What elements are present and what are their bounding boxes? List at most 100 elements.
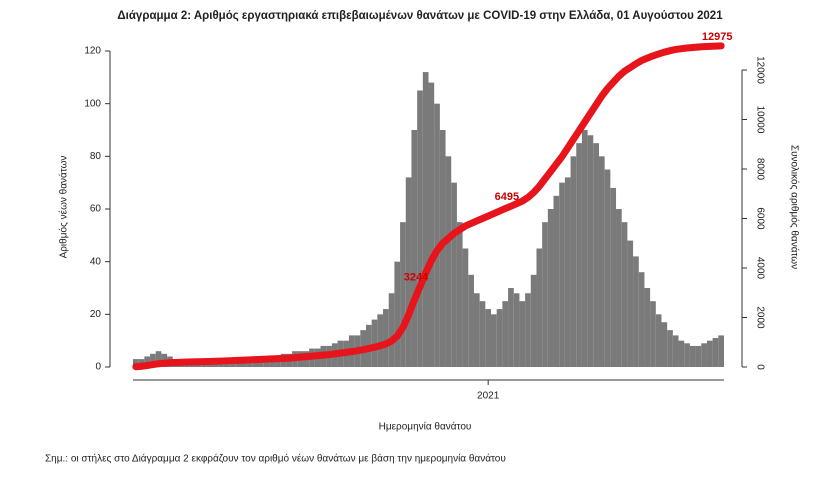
value-label: 12975 <box>702 31 733 43</box>
bar <box>206 364 213 367</box>
y2-tick-label: 4000 <box>754 257 765 280</box>
bar <box>598 156 605 367</box>
y-tick-label: 120 <box>84 46 101 57</box>
bar <box>496 309 503 367</box>
bar <box>377 314 384 367</box>
bar <box>235 361 241 367</box>
bar <box>144 356 151 367</box>
bar <box>593 143 599 367</box>
bar <box>417 90 423 367</box>
bar <box>678 340 685 367</box>
value-label: 3244 <box>404 272 429 284</box>
y2-axis-label: Συνολικός αριθμός θανάτων <box>788 145 800 269</box>
y-tick-label: 20 <box>90 309 102 320</box>
bar <box>701 343 707 367</box>
cumulative-line <box>132 42 725 371</box>
x-tick-label: 2021 <box>477 391 500 402</box>
y2-tick-label: 6000 <box>754 207 765 230</box>
bar <box>246 361 253 367</box>
bar <box>150 353 156 367</box>
bar <box>445 156 452 367</box>
x-axis-label: Ημερομηνία θανάτου <box>379 421 472 433</box>
bar <box>655 314 662 367</box>
y2-tick-label: 0 <box>754 364 765 370</box>
bar <box>644 288 651 367</box>
bar <box>513 293 520 367</box>
y2-tick-label: 2000 <box>754 306 765 329</box>
bar <box>667 330 673 367</box>
bar <box>570 156 577 367</box>
bar <box>661 322 668 367</box>
bar <box>451 182 457 367</box>
bar <box>240 361 247 367</box>
bar <box>400 222 406 367</box>
bar <box>519 301 526 367</box>
bar <box>553 195 560 367</box>
bar <box>525 293 531 367</box>
bar <box>581 130 588 367</box>
bar <box>422 72 429 368</box>
bar <box>479 301 486 367</box>
bar <box>201 364 207 367</box>
bar <box>258 359 264 367</box>
bar <box>706 340 713 367</box>
value-label: 6495 <box>495 191 519 203</box>
bar <box>564 177 571 367</box>
bar <box>383 309 389 367</box>
bar <box>530 274 537 367</box>
bar <box>542 222 548 367</box>
bar <box>468 274 474 367</box>
bar <box>689 345 696 367</box>
bar <box>616 209 622 367</box>
bar <box>604 169 611 367</box>
bar <box>610 187 617 367</box>
bar <box>627 240 634 367</box>
y-tick-label: 60 <box>90 204 102 215</box>
bar <box>405 177 412 367</box>
bar <box>218 364 224 367</box>
chart-title: Διάγραμμα 2: Αριθμός εργαστηριακά επιβεβ… <box>117 10 723 22</box>
bar <box>621 222 628 367</box>
note: Σημ.: οι στήλες στο Διάγραμμα 2 εκφράζου… <box>45 453 506 465</box>
bar <box>684 343 690 367</box>
y-axis-label: Αριθμός νέων θανάτων <box>58 156 70 259</box>
bar <box>712 338 719 367</box>
y-tick-label: 100 <box>84 98 101 109</box>
bar <box>576 143 582 367</box>
bar <box>394 261 401 367</box>
bar <box>388 293 395 367</box>
bar <box>263 359 270 367</box>
bar <box>229 361 236 367</box>
y2-tick-label: 8000 <box>754 158 765 181</box>
bar <box>434 103 440 368</box>
y2-tick-label: 10000 <box>754 106 765 134</box>
bar <box>672 335 679 367</box>
bar <box>133 359 139 367</box>
bar <box>155 351 162 367</box>
bar <box>536 248 543 367</box>
bar <box>650 301 656 367</box>
bar <box>212 364 219 367</box>
bar <box>718 335 724 367</box>
bar <box>502 301 509 367</box>
bar <box>638 272 645 367</box>
bar <box>411 130 418 367</box>
bar <box>547 209 554 367</box>
bar <box>223 361 230 367</box>
bar <box>485 309 492 367</box>
bar <box>491 314 497 367</box>
y-tick-label: 0 <box>95 362 101 373</box>
bar <box>371 319 378 367</box>
y-tick-label: 80 <box>90 151 102 162</box>
bar <box>508 288 514 367</box>
y2-tick-label: 12000 <box>754 56 765 84</box>
bar <box>456 222 463 367</box>
bar <box>428 82 435 367</box>
bar <box>633 256 639 367</box>
y-tick-label: 40 <box>90 256 102 267</box>
bar <box>695 345 702 367</box>
bar <box>462 248 469 367</box>
bar <box>559 182 565 367</box>
bar <box>473 293 480 367</box>
